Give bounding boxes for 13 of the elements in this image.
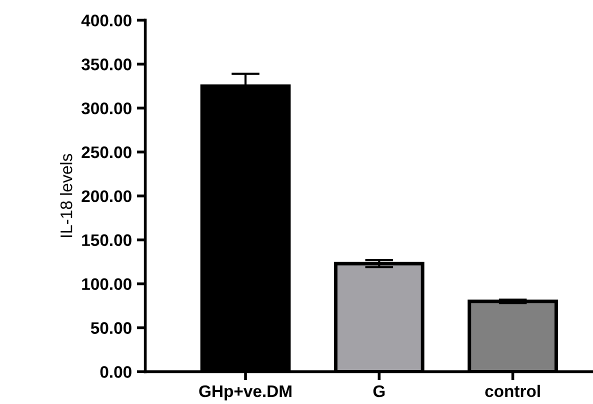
- y-tick-label: 50.00: [90, 322, 132, 334]
- y-tick-label: 150.00: [82, 234, 132, 246]
- x-tick-label: GHp+ve.DM: [199, 385, 292, 400]
- y-axis-title: IL-18 levels: [60, 154, 72, 238]
- x-tick-label: G: [373, 385, 385, 398]
- y-tick-label: 200.00: [82, 190, 132, 202]
- y-tick-label: 300.00: [82, 102, 132, 114]
- y-tick-label: 100.00: [82, 278, 132, 290]
- y-tick-label: 250.00: [82, 146, 132, 158]
- x-tick-label: control: [485, 384, 540, 398]
- y-tick-label: 0.00: [100, 366, 132, 378]
- y-tick-label: 400.00: [81, 14, 132, 26]
- y-tick-label: 350.00: [82, 58, 132, 70]
